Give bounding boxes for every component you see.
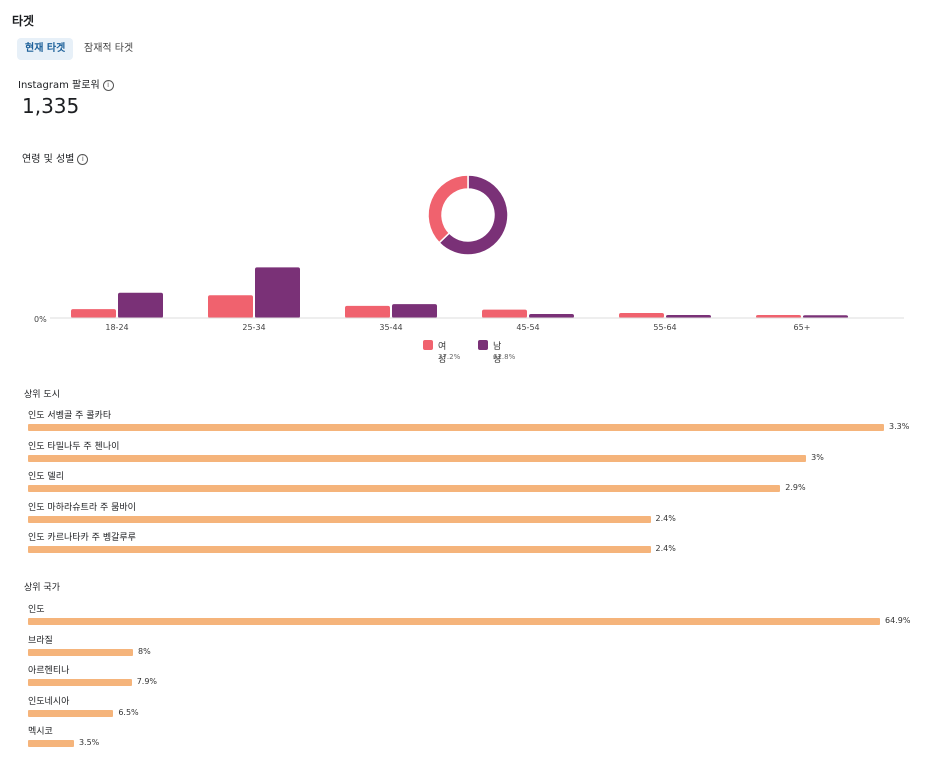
country-bar (28, 679, 132, 686)
country-label: 인도 (28, 605, 45, 615)
bar-female-45-54[interactable] (482, 309, 527, 318)
bar-male-65+[interactable] (803, 315, 848, 318)
country-bar (28, 740, 74, 747)
info-icon[interactable]: i (102, 79, 114, 91)
age-gender-label-row: 연령 및 성별 i (22, 150, 89, 165)
city-bar (28, 546, 651, 553)
donut-slice-male (438, 174, 509, 256)
info-icon[interactable]: i (77, 153, 89, 165)
city-bar (28, 485, 781, 492)
city-value: 3% (811, 452, 824, 462)
tab-potential-audience[interactable]: 잠재적 타겟 (84, 43, 134, 54)
bar-male-18-24[interactable] (118, 292, 163, 318)
bar-male-25-34[interactable] (255, 267, 300, 318)
legend-female-pct: 37.2% (438, 353, 461, 361)
city-label: 인도 델리 (28, 472, 64, 482)
age-gender-chart: 0% 18-24 25-34 35-44 45-54 55-64 65+ (34, 174, 904, 332)
tick-label-18-24: 18-24 (105, 323, 128, 332)
bar-female-25-34[interactable] (208, 295, 253, 318)
legend-male-swatch (478, 340, 488, 350)
country-value: 64.9% (885, 616, 911, 625)
tick-label-25-34: 25-34 (242, 323, 265, 332)
page-title: 타겟 (12, 14, 35, 28)
country-value: 6.5% (118, 707, 139, 717)
age-gender-label: 연령 및 성별 (22, 154, 75, 165)
legend-male-label: 남성 (493, 342, 502, 365)
age-tick-labels: 18-24 25-34 35-44 45-54 55-64 65+ (105, 323, 810, 332)
country-bar (28, 618, 880, 625)
tick-label-55-64: 55-64 (653, 323, 676, 332)
city-label: 인도 카르나타카 주 벵갈루루 (28, 533, 136, 543)
top-countries-label: 상위 국가 (24, 583, 60, 593)
y-axis-zero-label: 0% (34, 315, 47, 324)
bar-female-65+[interactable] (756, 314, 801, 318)
country-bar (28, 709, 114, 717)
country-label: 아르헨티나 (28, 666, 70, 676)
country-value: 8% (138, 646, 151, 656)
city-bar (28, 424, 884, 431)
age-bars (71, 267, 848, 318)
bar-female-55-64[interactable] (619, 312, 664, 318)
tick-label-65+: 65+ (794, 323, 811, 332)
tick-label-35-44: 35-44 (379, 323, 402, 332)
donut-slice-female (427, 174, 469, 244)
country-value: 7.9% (136, 677, 158, 686)
tick-label-45-54: 45-54 (516, 323, 539, 332)
city-bar (28, 515, 651, 523)
top-cities-label: 상위 도시 (24, 390, 60, 400)
country-label: 브라질 (28, 635, 53, 646)
followers-label: Instagram 팔로워 (18, 80, 100, 91)
city-label: 인도 서벵골 주 콜카타 (28, 411, 112, 421)
country-value: 3.5% (78, 738, 100, 747)
city-value: 3.3% (889, 422, 910, 431)
bar-male-55-64[interactable] (666, 314, 711, 318)
bar-male-45-54[interactable] (529, 313, 574, 318)
legend-female-label: 여성 (438, 342, 447, 365)
followers-label-row: Instagram 팔로워 i (18, 76, 114, 91)
gender-donut (427, 174, 509, 256)
city-bar (28, 454, 807, 462)
country-bar (28, 648, 134, 656)
tab-current-audience[interactable]: 현재 타겟 (17, 38, 74, 60)
city-label: 인도 마하라슈트라 주 뭄바이 (28, 502, 136, 513)
bar-male-35-44[interactable] (392, 304, 437, 318)
city-value: 2.9% (785, 483, 806, 492)
country-label: 인도네시아 (28, 696, 70, 707)
city-value: 2.4% (655, 544, 676, 553)
country-label: 멕시코 (28, 727, 53, 737)
bar-female-18-24[interactable] (71, 309, 116, 318)
followers-count: 1,335 (22, 94, 80, 118)
city-label: 인도 타밀나두 주 첸나이 (28, 441, 120, 452)
city-value: 2.4% (655, 513, 676, 523)
bar-female-35-44[interactable] (345, 305, 390, 318)
legend-male-pct: 62.8% (493, 353, 516, 361)
legend-female-swatch (423, 340, 433, 350)
